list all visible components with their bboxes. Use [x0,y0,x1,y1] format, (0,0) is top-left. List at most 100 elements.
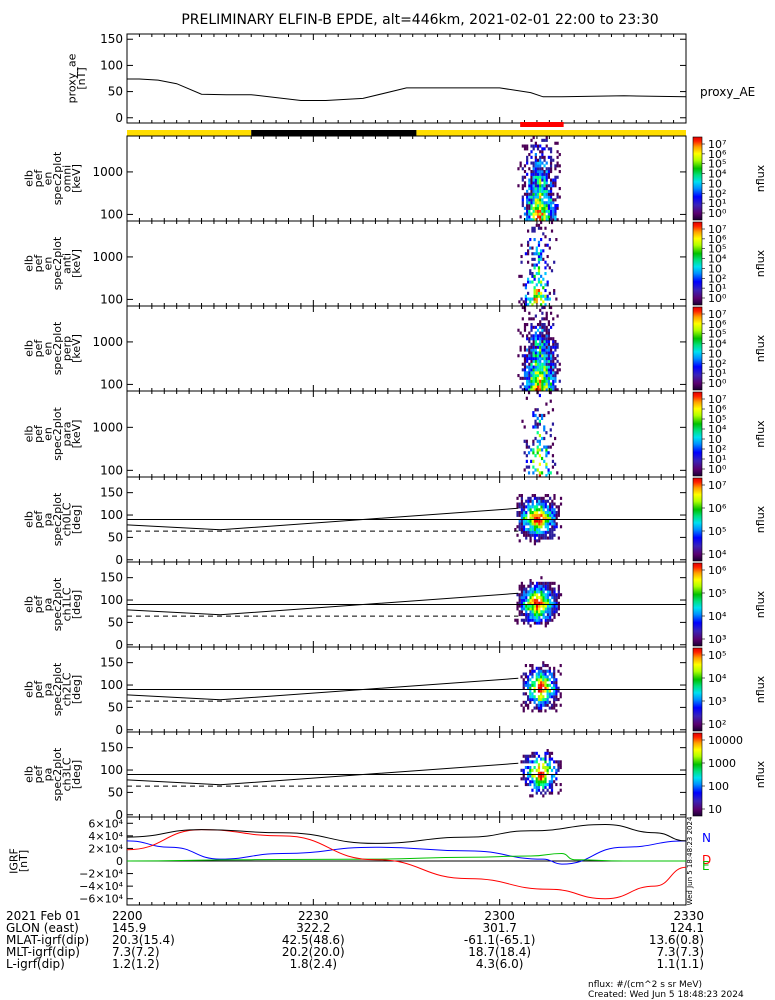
heatmap-cell [544,681,546,684]
heatmap-cell [555,769,557,772]
heatmap-cell [548,383,550,386]
heatmap-cell [528,346,530,349]
heatmap-cell [523,283,525,286]
pa_ch1-zlabel: nflux [754,590,767,618]
heatmap-cell [545,610,547,613]
heatmap-cell [552,317,554,320]
heatmap-cell [527,675,529,678]
heatmap-cell [537,179,539,182]
heatmap-cell [540,525,542,528]
heatmap-cell [533,196,535,199]
heatmap-cell [534,593,536,596]
heatmap-cell [538,514,540,517]
heatmap-cell [556,368,558,371]
heatmap-cell [531,272,533,275]
heatmap-cell [529,531,531,534]
heatmap-cell [527,292,529,295]
heatmap-cell [532,448,534,451]
heatmap-cell [533,366,535,369]
heatmap-cell [536,292,538,295]
heatmap-cell [539,213,541,216]
heatmap-cell [524,181,526,184]
heatmap-cell [530,204,532,207]
heatmap-cell [552,337,554,340]
heatmap-cell [530,380,532,383]
heatmap-cell [550,337,552,340]
heatmap-cell [530,385,532,388]
heatmap-cell [528,366,530,369]
heatmap-cell [537,329,539,332]
heatmap-cell [521,505,523,508]
heatmap-cell [528,153,530,156]
heatmap-cell [551,511,553,514]
heatmap-cell [525,675,527,678]
heatmap-cell [523,755,525,758]
heatmap-cell [527,249,529,252]
heatmap-cell [543,616,545,619]
heatmap-cell [531,794,533,797]
heatmap-cell [521,522,523,525]
heatmap-cell [525,599,527,602]
pa_ch3-colorbar-label: 1000 [708,757,736,770]
heatmap-cell [528,204,530,207]
heatmap-cell [535,380,537,383]
heatmap-cell [527,681,529,684]
heatmap-cell [522,184,524,187]
heatmap-cell [551,503,553,506]
heatmap-cell [525,704,527,707]
heatmap-cell [531,252,533,255]
heatmap-cell [550,167,552,170]
heatmap-cell [534,707,536,710]
heatmap-cell [539,150,541,153]
heatmap-cell [527,613,529,616]
heatmap-cell [528,377,530,380]
heatmap-cell [555,783,557,786]
heatmap-cell [544,261,546,264]
heatmap-cell [531,681,533,684]
heatmap-cell [520,675,522,678]
heatmap-cell [535,179,537,182]
heatmap-cell [537,170,539,173]
footer-cell: 1.2(1.2) [112,957,160,971]
heatmap-cell [536,582,538,585]
heatmap-cell [549,760,551,763]
heatmap-cell [556,196,558,199]
heatmap-cell [521,582,523,585]
heatmap-cell [530,184,532,187]
heatmap-cell [552,380,554,383]
pa_ch0-colorbar-label: 10⁵ [708,525,726,538]
heatmap-cell [531,281,533,284]
heatmap-cell [537,366,539,369]
heatmap-cell [526,213,528,216]
heatmap-cell [537,417,539,420]
heatmap-cell [519,613,521,616]
heatmap-cell [536,298,538,301]
heatmap-cell [555,760,557,763]
heatmap-cell [534,528,536,531]
heatmap-cell [543,346,545,349]
heatmap-cell [551,508,553,511]
heatmap-cell [547,766,549,769]
heatmap-cell [534,505,536,508]
heatmap-cell [545,511,547,514]
heatmap-cell [525,505,527,508]
heatmap-cell [543,179,545,182]
heatmap-cell [560,760,562,763]
heatmap-cell [537,377,539,380]
heatmap-cell [547,500,549,503]
heatmap-cell [549,514,551,517]
heatmap-cell [538,695,540,698]
heatmap-cell [531,698,533,701]
heatmap-cell [534,425,536,428]
heatmap-cell [546,167,548,170]
heatmap-cell [547,590,549,593]
heatmap-cell [522,368,524,371]
heatmap-cell [543,380,545,383]
heatmap-cell [548,210,550,213]
heatmap-cell [533,173,535,176]
heatmap-cell [552,210,554,213]
heatmap-cell [546,317,548,320]
pa_ch1-colorbar-label: 10⁶ [708,564,727,577]
heatmap-cell [522,201,524,204]
heatmap-cell [548,334,550,337]
